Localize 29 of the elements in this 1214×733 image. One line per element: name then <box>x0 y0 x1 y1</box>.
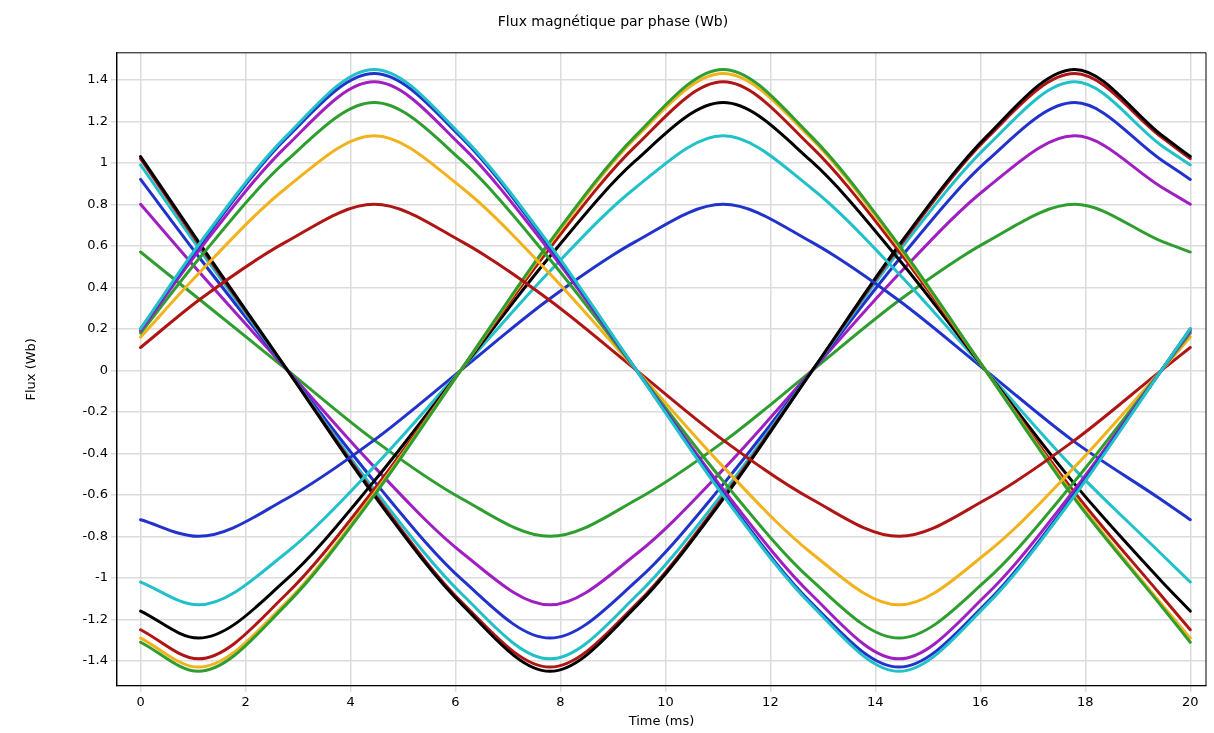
x-tick-label: 0 <box>136 693 145 709</box>
x-tick-label: 2 <box>241 693 250 709</box>
y-tick-label: -1.4 <box>82 652 108 668</box>
y-axis-title: Flux (Wb) <box>23 338 39 401</box>
y-tick-label: 1.4 <box>87 71 108 87</box>
y-tick-label: 0.8 <box>87 195 108 211</box>
y-tick-label: 0.6 <box>87 237 108 253</box>
x-tick-label: 10 <box>657 693 674 709</box>
y-tick-label: 0 <box>99 361 108 377</box>
y-tick-label: -0.4 <box>82 444 108 460</box>
y-tick-label: 0.4 <box>87 278 108 294</box>
x-tick-label: 6 <box>451 693 460 709</box>
chart-title: Flux magnétique par phase (Wb) <box>497 13 729 30</box>
x-tick-label: 16 <box>972 693 989 709</box>
x-tick-label: 20 <box>1181 693 1199 709</box>
y-tick-label: -1 <box>95 569 108 585</box>
y-tick-label: -0.2 <box>82 403 108 419</box>
x-axis-title: Time (ms) <box>627 712 695 728</box>
x-tick-label: 4 <box>346 693 355 709</box>
y-tick-label: -0.6 <box>82 486 108 502</box>
x-tick-label: 14 <box>867 693 884 709</box>
y-tick-label: 0.2 <box>87 320 108 336</box>
y-tick-label: -1.2 <box>82 610 108 626</box>
y-tick-label: -0.8 <box>82 527 108 543</box>
x-tick-label: 8 <box>556 693 565 709</box>
y-tick-label: 1 <box>99 154 108 170</box>
x-tick-label: 18 <box>1077 693 1094 709</box>
y-tick-label: 1.2 <box>87 112 108 128</box>
x-tick-label: 12 <box>762 693 779 709</box>
